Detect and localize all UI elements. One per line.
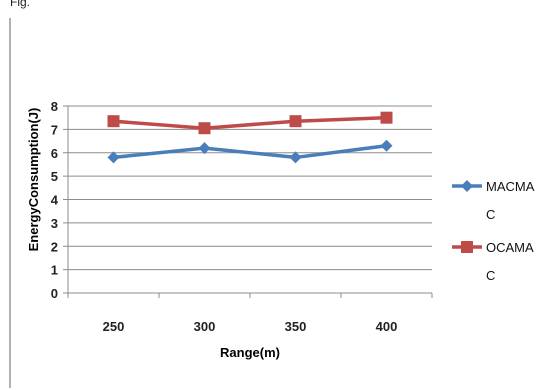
y-tick-label: 5 (51, 169, 58, 184)
series-point (289, 115, 302, 128)
series-point (198, 142, 211, 155)
y-tick-label: 3 (51, 216, 58, 231)
x-tick-label: 250 (103, 319, 125, 334)
x-axis-title: Range(m) (220, 345, 280, 360)
y-tick-label: 1 (51, 263, 58, 278)
legend: MACMA C OCAMA C (452, 179, 535, 283)
y-tick-label: 4 (51, 193, 59, 208)
x-tick-label: 300 (194, 319, 216, 334)
y-axis-title: EnergyConsumption(J) (26, 108, 41, 252)
x-tick-label: 350 (285, 319, 307, 334)
axes: 0 1 2 3 4 5 6 7 8 250 300 350 400 (51, 99, 433, 334)
series-line (113, 115, 387, 130)
series-point (461, 241, 473, 253)
series-point (198, 122, 211, 135)
legend-item-1: MACMA C (452, 179, 535, 222)
y-tick-label: 8 (51, 99, 58, 114)
y-tick-label: 0 (51, 286, 58, 301)
series-layer (107, 111, 393, 164)
series-point (107, 151, 120, 164)
series-point (289, 151, 302, 164)
grid (68, 105, 432, 271)
y-tick-label: 2 (51, 239, 58, 254)
x-tick-label: 400 (376, 319, 398, 334)
series-point (380, 111, 393, 124)
series-1 (107, 139, 393, 164)
legend-item-2: OCAMA C (452, 240, 534, 283)
figure-label: Fig. (10, 0, 30, 9)
series-line (113, 144, 387, 160)
y-tick-label: 7 (51, 122, 58, 137)
series-point (380, 139, 393, 152)
y-tick-label: 6 (51, 146, 58, 161)
series-2 (107, 111, 393, 135)
legend-label: MACMA (486, 179, 535, 194)
legend-label: C (486, 268, 495, 283)
series-point (107, 115, 120, 128)
legend-label: C (486, 207, 495, 222)
legend-label: OCAMA (486, 240, 534, 255)
series-point (461, 180, 473, 192)
